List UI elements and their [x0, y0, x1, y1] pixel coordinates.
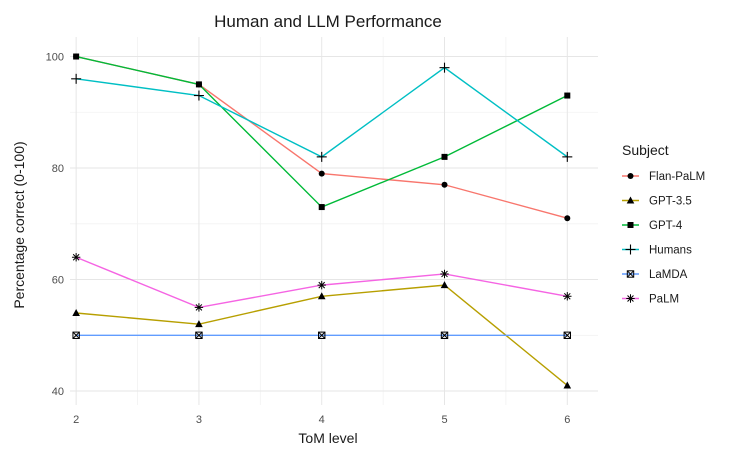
y-tick-label: 80 [52, 163, 64, 175]
legend-marker-gpt-4 [627, 222, 634, 228]
data-point-palm [71, 253, 81, 262]
legend-label: GPT-4 [649, 220, 683, 232]
y-tick-label: 60 [52, 275, 64, 287]
series-humans [71, 62, 573, 162]
data-point-lamda [563, 331, 572, 340]
data-point-gpt-4 [564, 92, 571, 99]
legend-label: PaLM [649, 294, 679, 306]
data-point-palm [317, 280, 326, 290]
legend: Subject Flan-PaLM GPT-3.5 GPT-4 Humans LaMDA… [622, 142, 705, 306]
y-tick-label: 40 [52, 386, 64, 398]
data-point-gpt-4 [195, 81, 202, 88]
data-point-lamda [440, 331, 449, 340]
series-palm [71, 253, 572, 312]
y-axis-title: Percentage correct (0-100) [11, 141, 27, 308]
data-point-humans [562, 151, 573, 162]
series-gpt-3-5 [72, 281, 572, 389]
data-point-gpt-4 [318, 204, 325, 211]
data-point-humans [439, 62, 450, 73]
x-tick-label: 2 [73, 414, 79, 426]
data-point-lamda [195, 331, 203, 340]
legend-marker-palm [626, 294, 635, 303]
legend-item-gpt-4: GPT-4 [622, 220, 683, 232]
grid [70, 37, 598, 405]
legend-marker-flan-palm [627, 173, 634, 179]
legend-label: Humans [649, 245, 692, 257]
data-point-palm [440, 269, 449, 279]
data-point-gpt-4 [73, 53, 80, 60]
x-tick-label: 6 [564, 414, 570, 426]
legend-item-palm: PaLM [622, 294, 679, 306]
series-lamda [72, 331, 572, 340]
legend-label: Flan-PaLM [649, 171, 705, 183]
x-tick-label: 5 [441, 414, 447, 426]
data-point-flan-palm [441, 181, 448, 188]
data-point-gpt-4 [441, 153, 448, 160]
data-point-gpt-3-5 [440, 281, 449, 289]
legend-item-flan-palm: Flan-PaLM [622, 171, 705, 183]
legend-title: Subject [622, 142, 669, 158]
series-gpt-4 [73, 53, 571, 211]
legend-item-gpt-3-5: GPT-3.5 [622, 196, 692, 208]
data-point-gpt-3-5 [72, 309, 80, 316]
data-point-palm [563, 292, 572, 301]
x-tick-label: 3 [196, 414, 202, 426]
x-tick-label: 4 [319, 414, 325, 426]
series-layer [71, 53, 573, 389]
data-point-palm [194, 303, 204, 312]
data-point-lamda [318, 331, 326, 340]
y-tick-label: 100 [46, 52, 64, 64]
legend-marker-gpt-3-5 [626, 196, 635, 204]
data-point-humans [71, 73, 82, 84]
legend-marker-lamda [626, 270, 635, 278]
data-point-flan-palm [318, 170, 325, 177]
legend-item-lamda: LaMDA [622, 269, 688, 281]
data-point-flan-palm [564, 215, 571, 222]
data-point-humans [193, 90, 204, 101]
data-point-gpt-3-5 [317, 292, 326, 300]
data-point-gpt-3-5 [195, 320, 203, 328]
legend-label: LaMDA [649, 269, 688, 281]
chart-title: Human and LLM Performance [214, 12, 442, 31]
x-axis-title: ToM level [298, 430, 357, 446]
axis-ticks: 40 60 80 100 2 3 4 5 6 [46, 52, 571, 426]
legend-label: GPT-3.5 [649, 196, 692, 208]
data-point-lamda [72, 331, 80, 340]
legend-item-humans: Humans [622, 244, 692, 257]
data-point-gpt-3-5 [563, 381, 572, 389]
data-point-humans [316, 151, 327, 162]
legend-marker-humans [625, 244, 636, 255]
